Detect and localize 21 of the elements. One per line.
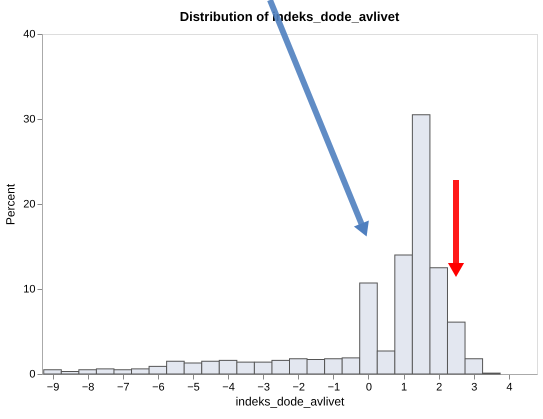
x-tick-label: −9 bbox=[46, 382, 60, 394]
y-axis-title: Percent bbox=[3, 183, 18, 226]
x-tick-label: 3 bbox=[471, 382, 478, 394]
y-tick-label: 0 bbox=[29, 368, 36, 380]
x-tick-label: 2 bbox=[436, 382, 442, 394]
x-tick-label: −2 bbox=[292, 382, 306, 394]
y-tick-label: 10 bbox=[23, 284, 36, 296]
x-tick-label: 1 bbox=[401, 382, 408, 394]
x-tick-label: −3 bbox=[257, 382, 270, 394]
y-tick-label: 20 bbox=[23, 198, 36, 210]
x-tick-label: 4 bbox=[506, 382, 512, 394]
x-tick-label: 0 bbox=[366, 382, 372, 394]
x-axis-title: indeks_dode_avlivet bbox=[236, 394, 346, 408]
x-tick-label: −8 bbox=[82, 382, 94, 394]
x-tick-label: −4 bbox=[222, 382, 235, 394]
x-tick-label: −6 bbox=[152, 382, 165, 394]
x-tick-label: −7 bbox=[116, 382, 130, 394]
x-tick-label: −1 bbox=[328, 382, 340, 394]
y-tick-label: 40 bbox=[23, 28, 36, 40]
x-tick-label: −5 bbox=[187, 382, 200, 394]
y-tick-label: 30 bbox=[23, 114, 36, 126]
